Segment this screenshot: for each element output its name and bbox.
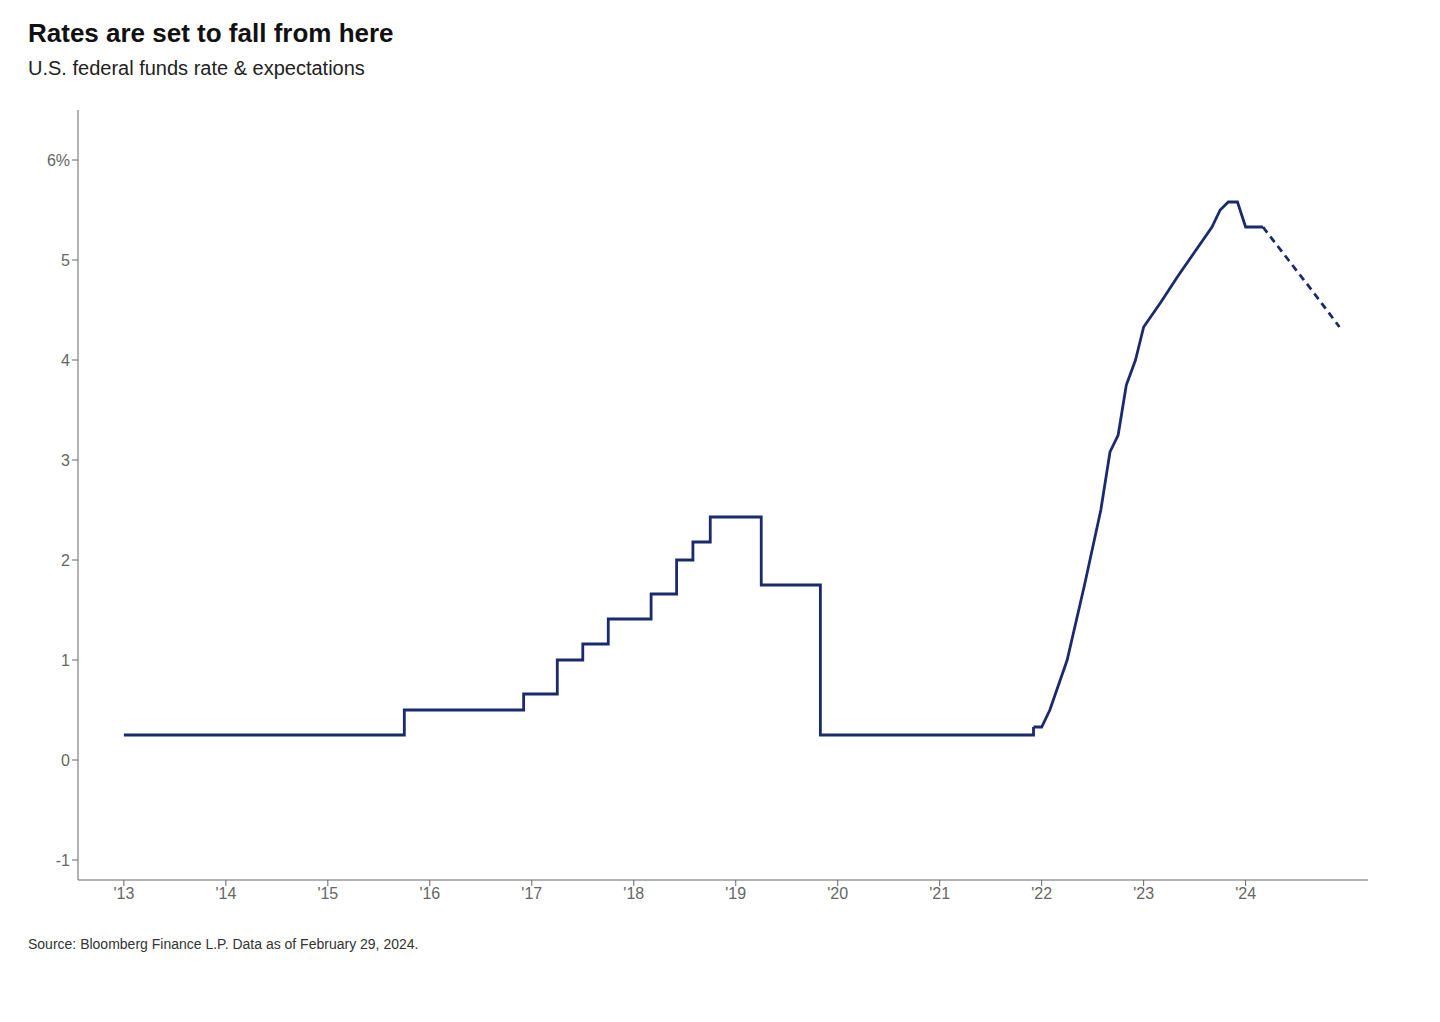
svg-text:'13: '13 (113, 885, 134, 902)
svg-text:'18: '18 (623, 885, 644, 902)
svg-text:0: 0 (61, 752, 70, 769)
svg-text:'15: '15 (317, 885, 338, 902)
html-text:Rates are set to fall from her: Rates are set to fall from here (28, 18, 394, 48)
svg-text:4: 4 (61, 352, 70, 369)
svg-text:-1: -1 (56, 852, 70, 869)
svg-text:'22: '22 (1031, 885, 1052, 902)
svg-text:5: 5 (61, 252, 70, 269)
svg-text:3: 3 (61, 452, 70, 469)
svg-text:'24: '24 (1235, 885, 1256, 902)
svg-text:'17: '17 (521, 885, 542, 902)
svg-text:'14: '14 (215, 885, 236, 902)
svg-text:6%: 6% (47, 152, 70, 169)
svg-text:'23: '23 (1133, 885, 1154, 902)
svg-text:2: 2 (61, 552, 70, 569)
svg-text:'20: '20 (827, 885, 848, 902)
svg-text:'16: '16 (419, 885, 440, 902)
svg-text:1: 1 (61, 652, 70, 669)
svg-text:'19: '19 (725, 885, 746, 902)
svg-text:'21: '21 (929, 885, 950, 902)
html-text:Source: Bloomberg Finance L.P.: Source: Bloomberg Finance L.P. Data as o… (28, 936, 419, 952)
html-text:U.S. federal funds rate & expe: U.S. federal funds rate & expectations (28, 57, 365, 79)
